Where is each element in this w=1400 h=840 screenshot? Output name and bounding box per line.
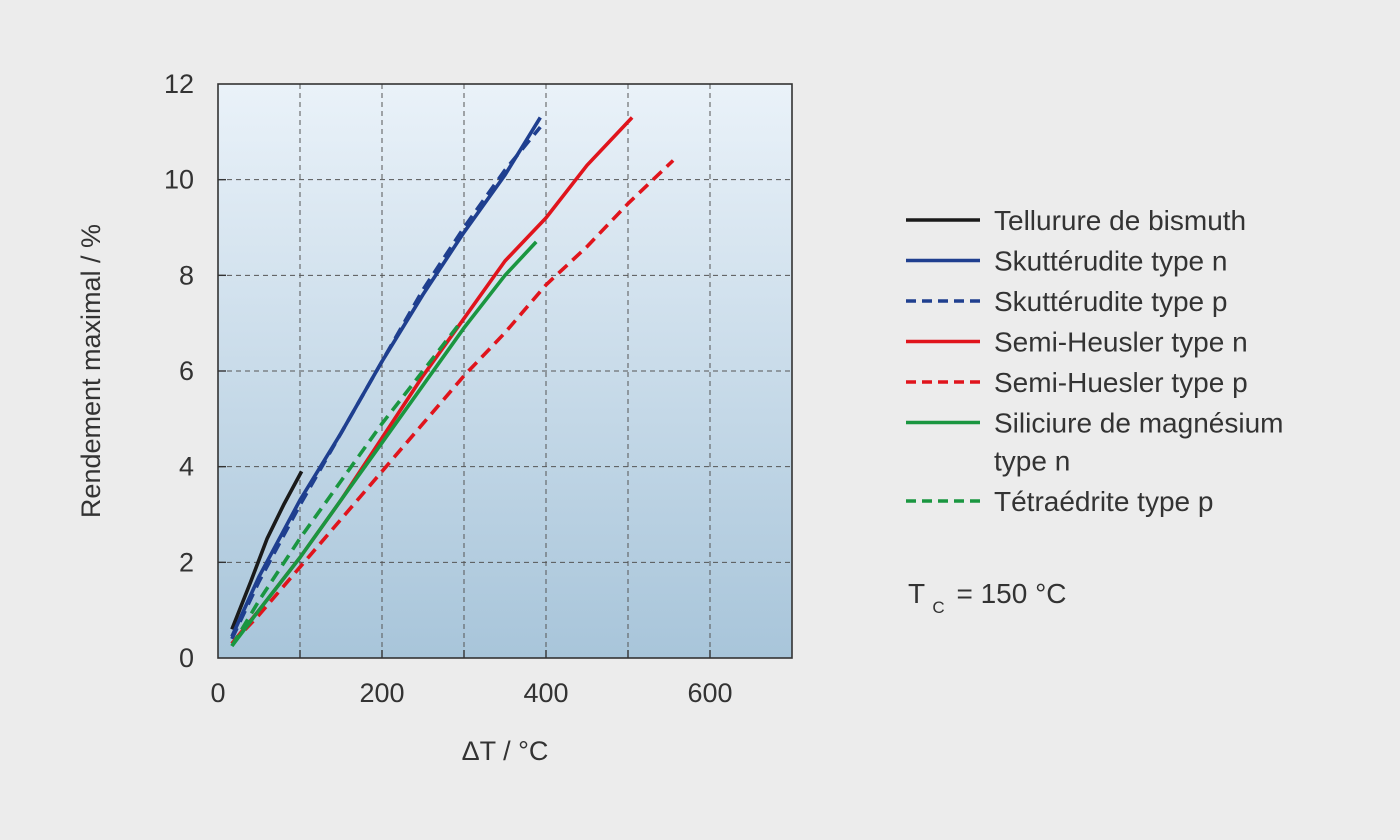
y-tick-label: 4 xyxy=(179,452,194,482)
legend: Tellurure de bismuth Skuttérudite type n S… xyxy=(906,205,1283,517)
x-axis-title: ΔT / °C xyxy=(462,736,549,766)
x-tick-labels: 0 200 400 600 xyxy=(210,678,732,708)
legend-label: Skuttérudite type n xyxy=(994,246,1227,277)
annotation-rest: = 150 °C xyxy=(956,578,1066,609)
y-tick-label: 12 xyxy=(164,69,194,99)
series-line-skutterudite-type-p xyxy=(230,125,542,640)
legend-label: Semi-Huesler type p xyxy=(994,367,1248,398)
x-tick-label: 400 xyxy=(523,678,568,708)
legend-label: Skuttérudite type p xyxy=(994,286,1227,317)
y-tick-label: 0 xyxy=(179,643,194,673)
y-tick-labels: 0 2 4 6 8 10 12 xyxy=(164,69,194,673)
legend-label: Siliciure de magnésium xyxy=(994,408,1283,439)
x-tick-label: 600 xyxy=(687,678,732,708)
y-tick-label: 2 xyxy=(179,547,194,577)
x-tick-label: 200 xyxy=(359,678,404,708)
annotation-subscript: C xyxy=(932,598,944,617)
x-tick-label: 0 xyxy=(210,678,225,708)
y-tick-label: 6 xyxy=(179,356,194,386)
y-axis-title: Rendement maximal / % xyxy=(76,224,106,518)
legend-label: Tétraédrite type p xyxy=(994,486,1213,517)
temperature-annotation: T C = 150 °C xyxy=(908,578,1067,619)
tick-marks xyxy=(218,178,711,658)
series-line-tellurure-de-bismuth xyxy=(230,470,304,630)
legend-label: Semi-Heusler type n xyxy=(994,327,1248,358)
annotation-main: T xyxy=(908,578,925,609)
series-line-semi-huesler-type-p xyxy=(230,159,675,645)
y-tick-label: 8 xyxy=(179,260,194,290)
grid xyxy=(218,84,792,658)
series-group xyxy=(230,116,675,648)
series-line-tetraedrite-type-p xyxy=(230,322,462,647)
series-line-siliciure-de-magnesium-type-n xyxy=(230,240,538,648)
legend-label: Tellurure de bismuth xyxy=(994,205,1246,236)
legend-label: type n xyxy=(994,446,1070,477)
y-tick-label: 10 xyxy=(164,165,194,195)
